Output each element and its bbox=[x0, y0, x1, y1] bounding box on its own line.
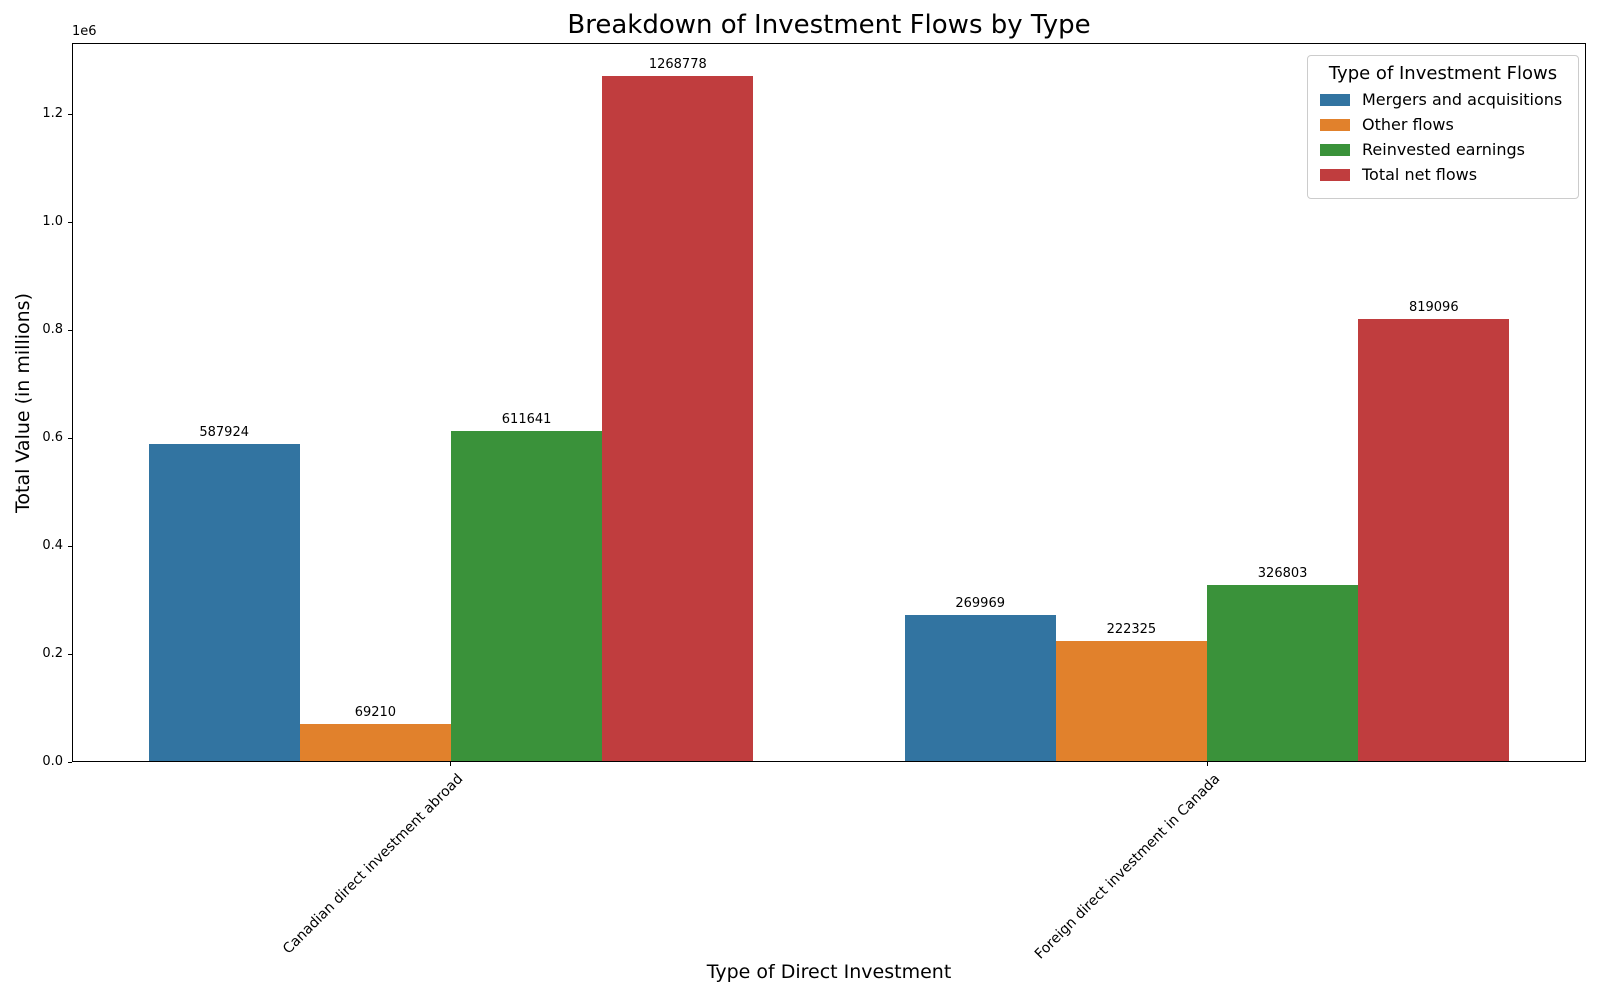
bar-total-net-flows-cat0 bbox=[602, 76, 754, 761]
y-tick-mark bbox=[68, 113, 72, 115]
x-axis-label: Type of Direct Investment bbox=[706, 961, 952, 983]
bar-value-label: 611641 bbox=[501, 411, 552, 427]
legend-title: Type of Investment Flows bbox=[1328, 63, 1558, 84]
legend-label: Total net flows bbox=[1362, 165, 1478, 184]
legend-label: Mergers and acquisitions bbox=[1362, 90, 1563, 109]
y-tick-mark bbox=[68, 653, 72, 655]
y-axis-offset-label: 1e6 bbox=[72, 24, 97, 39]
bar-mergers-and-acquisitions-cat0 bbox=[148, 443, 300, 761]
legend-entries: Mergers and acquisitions Other flows Reinv… bbox=[1318, 90, 1568, 184]
bar-value-label: 269969 bbox=[955, 596, 1006, 612]
bar-other-flows-cat1 bbox=[1055, 641, 1207, 761]
bar-value-label: 587924 bbox=[199, 424, 250, 440]
legend-row: Mergers and acquisitions bbox=[1320, 90, 1568, 109]
legend-label: Other flows bbox=[1362, 115, 1454, 134]
bar-total-net-flows-cat1 bbox=[1358, 318, 1510, 761]
bar-value-label: 69210 bbox=[354, 704, 397, 720]
bar-value-label: 819096 bbox=[1408, 299, 1459, 315]
y-tick-label: 0.4 bbox=[42, 538, 63, 554]
chart-title: Breakdown of Investment Flows by Type bbox=[567, 10, 1091, 40]
y-tick-label: 0.2 bbox=[42, 646, 63, 662]
x-tick-label: Foreign direct investment in Canada bbox=[1031, 771, 1223, 963]
y-tick-mark bbox=[68, 329, 72, 331]
y-tick-label: 1.2 bbox=[42, 106, 63, 122]
legend-label: Reinvested earnings bbox=[1362, 140, 1525, 159]
x-tick-label: Canadian direct investment abroad bbox=[279, 771, 466, 958]
bar-value-label: 1268778 bbox=[648, 57, 707, 73]
bar-reinvested-earnings-cat0 bbox=[451, 430, 603, 761]
y-tick-mark bbox=[68, 437, 72, 439]
y-tick-label: 0.6 bbox=[42, 430, 63, 446]
bar-value-label: 326803 bbox=[1257, 565, 1308, 581]
y-tick-mark bbox=[68, 761, 72, 763]
y-tick-mark bbox=[68, 545, 72, 547]
x-tick-mark bbox=[1207, 762, 1208, 766]
bar-mergers-and-acquisitions-cat1 bbox=[904, 615, 1056, 761]
bar-value-label: 222325 bbox=[1106, 622, 1157, 638]
bar-reinvested-earnings-cat1 bbox=[1207, 584, 1359, 761]
legend-swatch-icon bbox=[1320, 168, 1350, 181]
legend-swatch-icon bbox=[1320, 93, 1350, 106]
bar-other-flows-cat0 bbox=[299, 723, 451, 761]
y-tick-label: 1.0 bbox=[42, 214, 63, 230]
legend-row: Other flows bbox=[1320, 115, 1568, 134]
legend: Type of Investment Flows Mergers and acq… bbox=[1307, 55, 1579, 199]
legend-swatch-icon bbox=[1320, 143, 1350, 156]
plot-area: Type of Investment Flows Mergers and acq… bbox=[72, 43, 1586, 762]
legend-row: Total net flows bbox=[1320, 165, 1568, 184]
legend-row: Reinvested earnings bbox=[1320, 140, 1568, 159]
y-tick-label: 0.8 bbox=[42, 322, 63, 338]
x-tick-mark bbox=[450, 762, 451, 766]
y-tick-mark bbox=[68, 221, 72, 223]
y-tick-label: 0.0 bbox=[42, 754, 63, 769]
legend-swatch-icon bbox=[1320, 118, 1350, 131]
